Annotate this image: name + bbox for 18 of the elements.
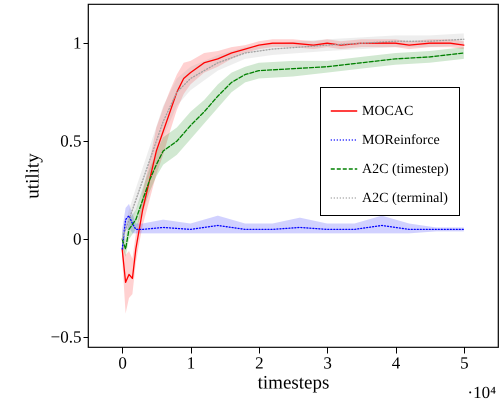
x-axis-title: timesteps bbox=[258, 372, 330, 394]
legend-label: A2C (timestep) bbox=[362, 162, 450, 177]
y-tick-label: 0.5 bbox=[60, 132, 82, 151]
x-tick-label: 5 bbox=[460, 354, 469, 372]
y-tick-label: 0 bbox=[73, 230, 82, 249]
legend-label: MOReinforce bbox=[362, 133, 440, 148]
x-tick-label: 4 bbox=[392, 354, 401, 372]
x-tick-label: 3 bbox=[323, 354, 332, 372]
y-axis-title: utility bbox=[22, 152, 44, 199]
y-tick-label: 1 bbox=[73, 34, 82, 53]
x-tick-label: 0 bbox=[118, 354, 127, 372]
text: ·10⁴ bbox=[467, 383, 496, 402]
x-tick-label: 1 bbox=[186, 354, 196, 372]
legend-label: A2C (terminal) bbox=[362, 191, 448, 206]
line-series bbox=[122, 215, 464, 250]
x-tick-label: 2 bbox=[255, 354, 264, 372]
y-tick-label: −0.5 bbox=[50, 328, 82, 347]
legend-label: MOCAC bbox=[362, 104, 414, 119]
